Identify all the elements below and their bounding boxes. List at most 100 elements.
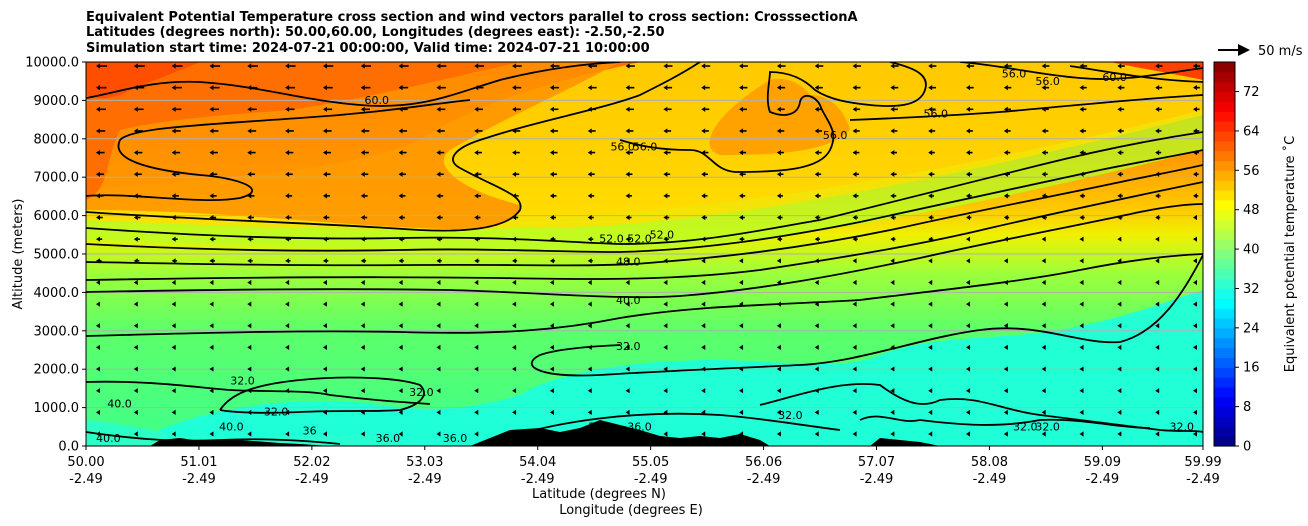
- wind-vector-head: [1155, 128, 1160, 134]
- wind-vector-head: [171, 85, 176, 91]
- wind-vector-head: [739, 366, 744, 372]
- wind-vector-head: [625, 193, 630, 199]
- wind-vector-head: [776, 63, 781, 69]
- wind-vector-head: [285, 106, 290, 112]
- wind-vector-head: [701, 214, 706, 221]
- wind-vector-head: [928, 214, 933, 221]
- contour-56-east: [849, 94, 1203, 121]
- contour-label: 32.0: [1013, 421, 1038, 434]
- wind-vector-head: [322, 409, 327, 415]
- wind-vector-head: [436, 171, 441, 177]
- wind-vector-head: [360, 214, 365, 221]
- colorbar-tick-label: 24: [1243, 321, 1260, 336]
- wind-vector-head: [360, 409, 365, 415]
- contour-36-low: [86, 431, 341, 445]
- x-axis-label: Latitude (degrees N): [532, 487, 666, 502]
- colorbar-segment: [1214, 357, 1235, 368]
- wind-vector-head: [814, 344, 819, 351]
- wind-vector-head: [398, 63, 403, 69]
- wind-vector-head: [890, 85, 895, 91]
- wind-vector-head: [1079, 106, 1084, 112]
- wind-vector-head: [928, 344, 933, 351]
- terrain: [86, 420, 940, 446]
- wind-vector-head: [1155, 106, 1160, 112]
- wind-vector-head: [209, 63, 214, 69]
- wind-vector-head: [587, 193, 592, 199]
- wind-vector-head: [587, 323, 592, 329]
- wind-vector-head: [1193, 214, 1197, 221]
- wind-vector-head: [966, 193, 971, 199]
- wind-vector-head: [1079, 323, 1084, 329]
- wind-vector-head: [1117, 85, 1122, 91]
- colorbar-segment: [1214, 101, 1235, 112]
- contour-label: 56.0: [610, 140, 635, 153]
- wind-vector-head: [776, 236, 781, 242]
- contour-label: 56.0: [1002, 67, 1027, 80]
- contour-label: 32.0: [1170, 421, 1195, 434]
- wind-vector-head: [209, 171, 214, 177]
- wind-vector-head: [1117, 366, 1122, 372]
- wind-vector-head: [776, 258, 781, 264]
- wind-vector-head: [776, 301, 781, 307]
- wind-vector-head: [776, 214, 781, 221]
- wind-vector-head: [436, 323, 441, 329]
- contour-56-top: [959, 62, 1203, 80]
- wind-vector-head: [1079, 409, 1084, 415]
- wind-vector-head: [360, 193, 365, 199]
- wind-vector-head: [1117, 128, 1122, 134]
- wind-vector-head: [285, 258, 290, 264]
- wind-vector-head: [1003, 258, 1008, 264]
- wind-vector-head: [1003, 85, 1008, 91]
- contour-label: 56.0: [823, 129, 848, 142]
- wind-vector-head: [852, 409, 857, 415]
- contour-56-west: [86, 62, 701, 232]
- colorbar-tick-label: 48: [1243, 203, 1260, 218]
- wind-vector-head: [285, 279, 290, 286]
- wind-vector-head: [852, 171, 857, 177]
- wind-vector-head: [549, 63, 554, 69]
- wind-vector-head: [96, 149, 100, 156]
- wind-vector-head: [1117, 214, 1122, 221]
- colorbar: 0 8 16 24 32 40 48 56 64 72: [1213, 61, 1260, 455]
- wind-vector-head: [776, 85, 781, 91]
- wind-vector-head: [1003, 301, 1008, 307]
- colorbar-tick-label: 64: [1243, 124, 1260, 139]
- wind-vector-head: [398, 149, 403, 156]
- wind-vector-head: [739, 193, 744, 199]
- colorbar-segment: [1214, 347, 1235, 358]
- wind-vector-head: [1117, 301, 1122, 307]
- wind-vector-head: [133, 106, 138, 112]
- colorbar-segment: [1214, 426, 1235, 437]
- wind-vector-head: [322, 193, 327, 199]
- wind-vector-head: [474, 214, 479, 221]
- wind-vector-head: [133, 171, 138, 177]
- x-tick-label-lat: 55.05: [632, 455, 669, 470]
- wind-vector-head: [322, 171, 327, 177]
- wind-vector-head: [436, 409, 441, 415]
- wind-vector-head: [928, 366, 933, 372]
- wind-vector-head: [1155, 85, 1160, 91]
- wind-vector-head: [285, 388, 290, 394]
- wind-vector-head: [436, 279, 441, 286]
- wind-vector-head: [549, 149, 554, 156]
- wind-vector-head: [890, 149, 895, 156]
- wind-vector-head: [398, 366, 403, 372]
- wind-vector-head: [474, 171, 479, 177]
- wind-vector-head: [587, 301, 592, 307]
- wind-vector-head: [663, 236, 668, 242]
- wind-vector-head: [1003, 106, 1008, 112]
- wind-vector-head: [1079, 85, 1084, 91]
- wind-vector-head: [814, 323, 819, 329]
- wind-vector-head: [852, 301, 857, 307]
- x-tick-label-lon: -2.49: [1186, 472, 1220, 487]
- wind-vector-head: [776, 409, 781, 415]
- wind-vector-head: [247, 236, 252, 242]
- wind-vector-head: [852, 344, 857, 351]
- wind-vector-head: [398, 344, 403, 351]
- wind-vector-head: [436, 193, 441, 199]
- colorbar-segment: [1214, 318, 1235, 329]
- wind-vector-head: [549, 388, 554, 394]
- wind-vector-head: [398, 236, 403, 242]
- wind-vector-head: [398, 409, 403, 415]
- wind-vector-head: [1117, 258, 1122, 264]
